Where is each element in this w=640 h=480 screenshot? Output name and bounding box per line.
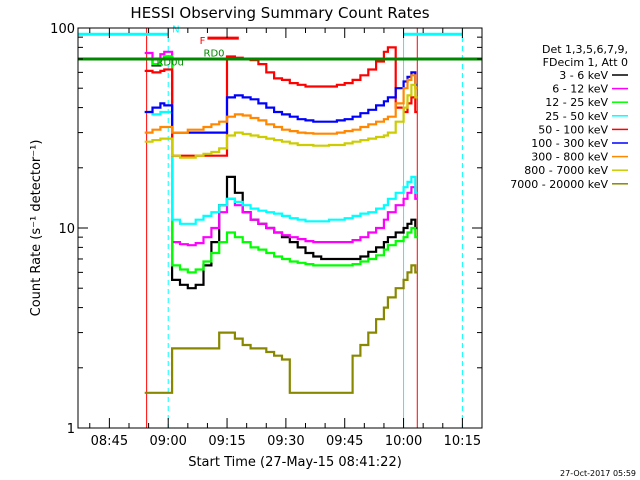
legend-label-3: 12 - 25 keV xyxy=(545,96,608,109)
x-tick-label-1: 08:45 xyxy=(91,434,128,449)
series-line-3 xyxy=(144,55,418,274)
x-tick-label-3: 09:15 xyxy=(208,434,245,449)
series-line-2 xyxy=(144,50,418,247)
series-line-7 xyxy=(144,74,418,135)
y-tick-label-1: 1 xyxy=(67,422,75,437)
y-axis-label: Count Rate (s⁻¹ detector⁻¹) xyxy=(29,140,44,317)
legend: Det 1,3,5,6,7,9, FDecim 1, Att 0 3 - 6 k… xyxy=(510,43,628,191)
x-tick-label-6: 10:00 xyxy=(385,434,422,449)
legend-label-4: 25 - 50 keV xyxy=(545,110,608,123)
x-tick-label-7: 10:15 xyxy=(444,434,481,449)
series-line-9 xyxy=(144,264,418,394)
x-axis-label: Start Time (27-May-15 08:41:22) xyxy=(188,455,402,470)
x-tick-label-4: 09:30 xyxy=(267,434,304,449)
legend-label-1: 3 - 6 keV xyxy=(559,69,608,82)
legend-header-line-1: Det 1,3,5,6,7,9, xyxy=(542,43,628,56)
legend-header-line-2: FDecim 1, Att 0 xyxy=(543,56,628,69)
chart-title: HESSI Observing Summary Count Rates xyxy=(130,4,429,22)
annotation-1: N xyxy=(172,24,179,35)
legend-label-9: 7000 - 20000 keV xyxy=(510,178,608,191)
legend-label-2: 6 - 12 keV xyxy=(552,83,608,96)
y-tick-label-3: 100 xyxy=(50,22,75,37)
series-line-8 xyxy=(144,83,418,159)
footer-timestamp: 27-Oct-2017 05:59 xyxy=(560,469,636,478)
series-line-6 xyxy=(144,71,418,134)
annotation-3: RD0 xyxy=(204,49,225,60)
legend-label-8: 800 - 7000 keV xyxy=(524,164,608,177)
x-ticks: 08:45 09:00 09:15 09:30 09:45 10:00 10:15 xyxy=(89,28,481,449)
series-line-4 xyxy=(144,110,418,225)
y-tick-label-2: 10 xyxy=(58,222,75,237)
y-ticks: 1 10 100 xyxy=(50,22,482,437)
annotation-2: F xyxy=(200,36,206,47)
legend-label-6: 100 - 300 keV xyxy=(531,137,608,150)
plot-area xyxy=(77,28,463,428)
legend-label-7: 300 - 800 keV xyxy=(531,151,608,164)
overlay-layer: N F RD0 RD0u xyxy=(78,24,482,68)
x-tick-label-2: 09:00 xyxy=(149,434,186,449)
legend-label-5: 50 - 100 keV xyxy=(538,123,608,136)
x-tick-label-5: 09:45 xyxy=(326,434,363,449)
annotation-4: RD0u xyxy=(156,57,183,68)
